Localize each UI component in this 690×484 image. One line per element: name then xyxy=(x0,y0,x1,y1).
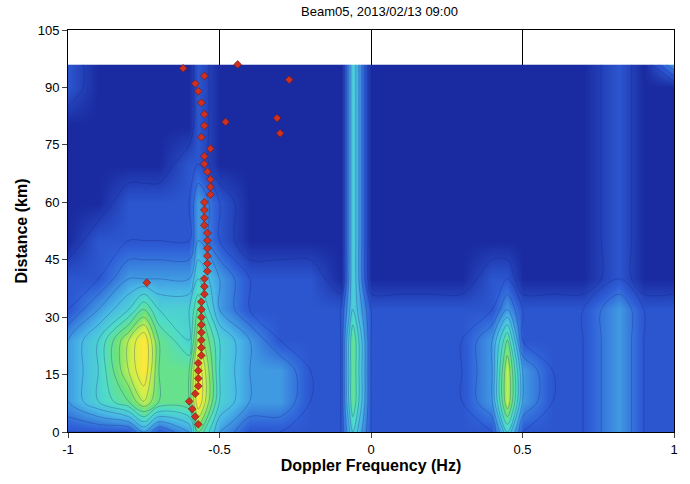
svg-text:Beam05, 2013/02/13 09:00: Beam05, 2013/02/13 09:00 xyxy=(301,4,458,19)
svg-text:0: 0 xyxy=(52,425,59,440)
svg-text:45: 45 xyxy=(45,252,59,267)
svg-text:105: 105 xyxy=(38,23,60,38)
svg-text:Doppler Frequency (Hz): Doppler Frequency (Hz) xyxy=(281,457,461,474)
svg-text:-0.5: -0.5 xyxy=(208,442,230,457)
svg-text:30: 30 xyxy=(45,310,59,325)
svg-text:1: 1 xyxy=(670,442,677,457)
svg-text:-1: -1 xyxy=(62,442,74,457)
svg-text:0.5: 0.5 xyxy=(513,442,531,457)
svg-text:0: 0 xyxy=(367,442,374,457)
svg-text:15: 15 xyxy=(45,367,59,382)
svg-text:60: 60 xyxy=(45,195,59,210)
svg-text:90: 90 xyxy=(45,80,59,95)
svg-text:75: 75 xyxy=(45,137,59,152)
svg-text:Distance (km): Distance (km) xyxy=(13,179,30,284)
